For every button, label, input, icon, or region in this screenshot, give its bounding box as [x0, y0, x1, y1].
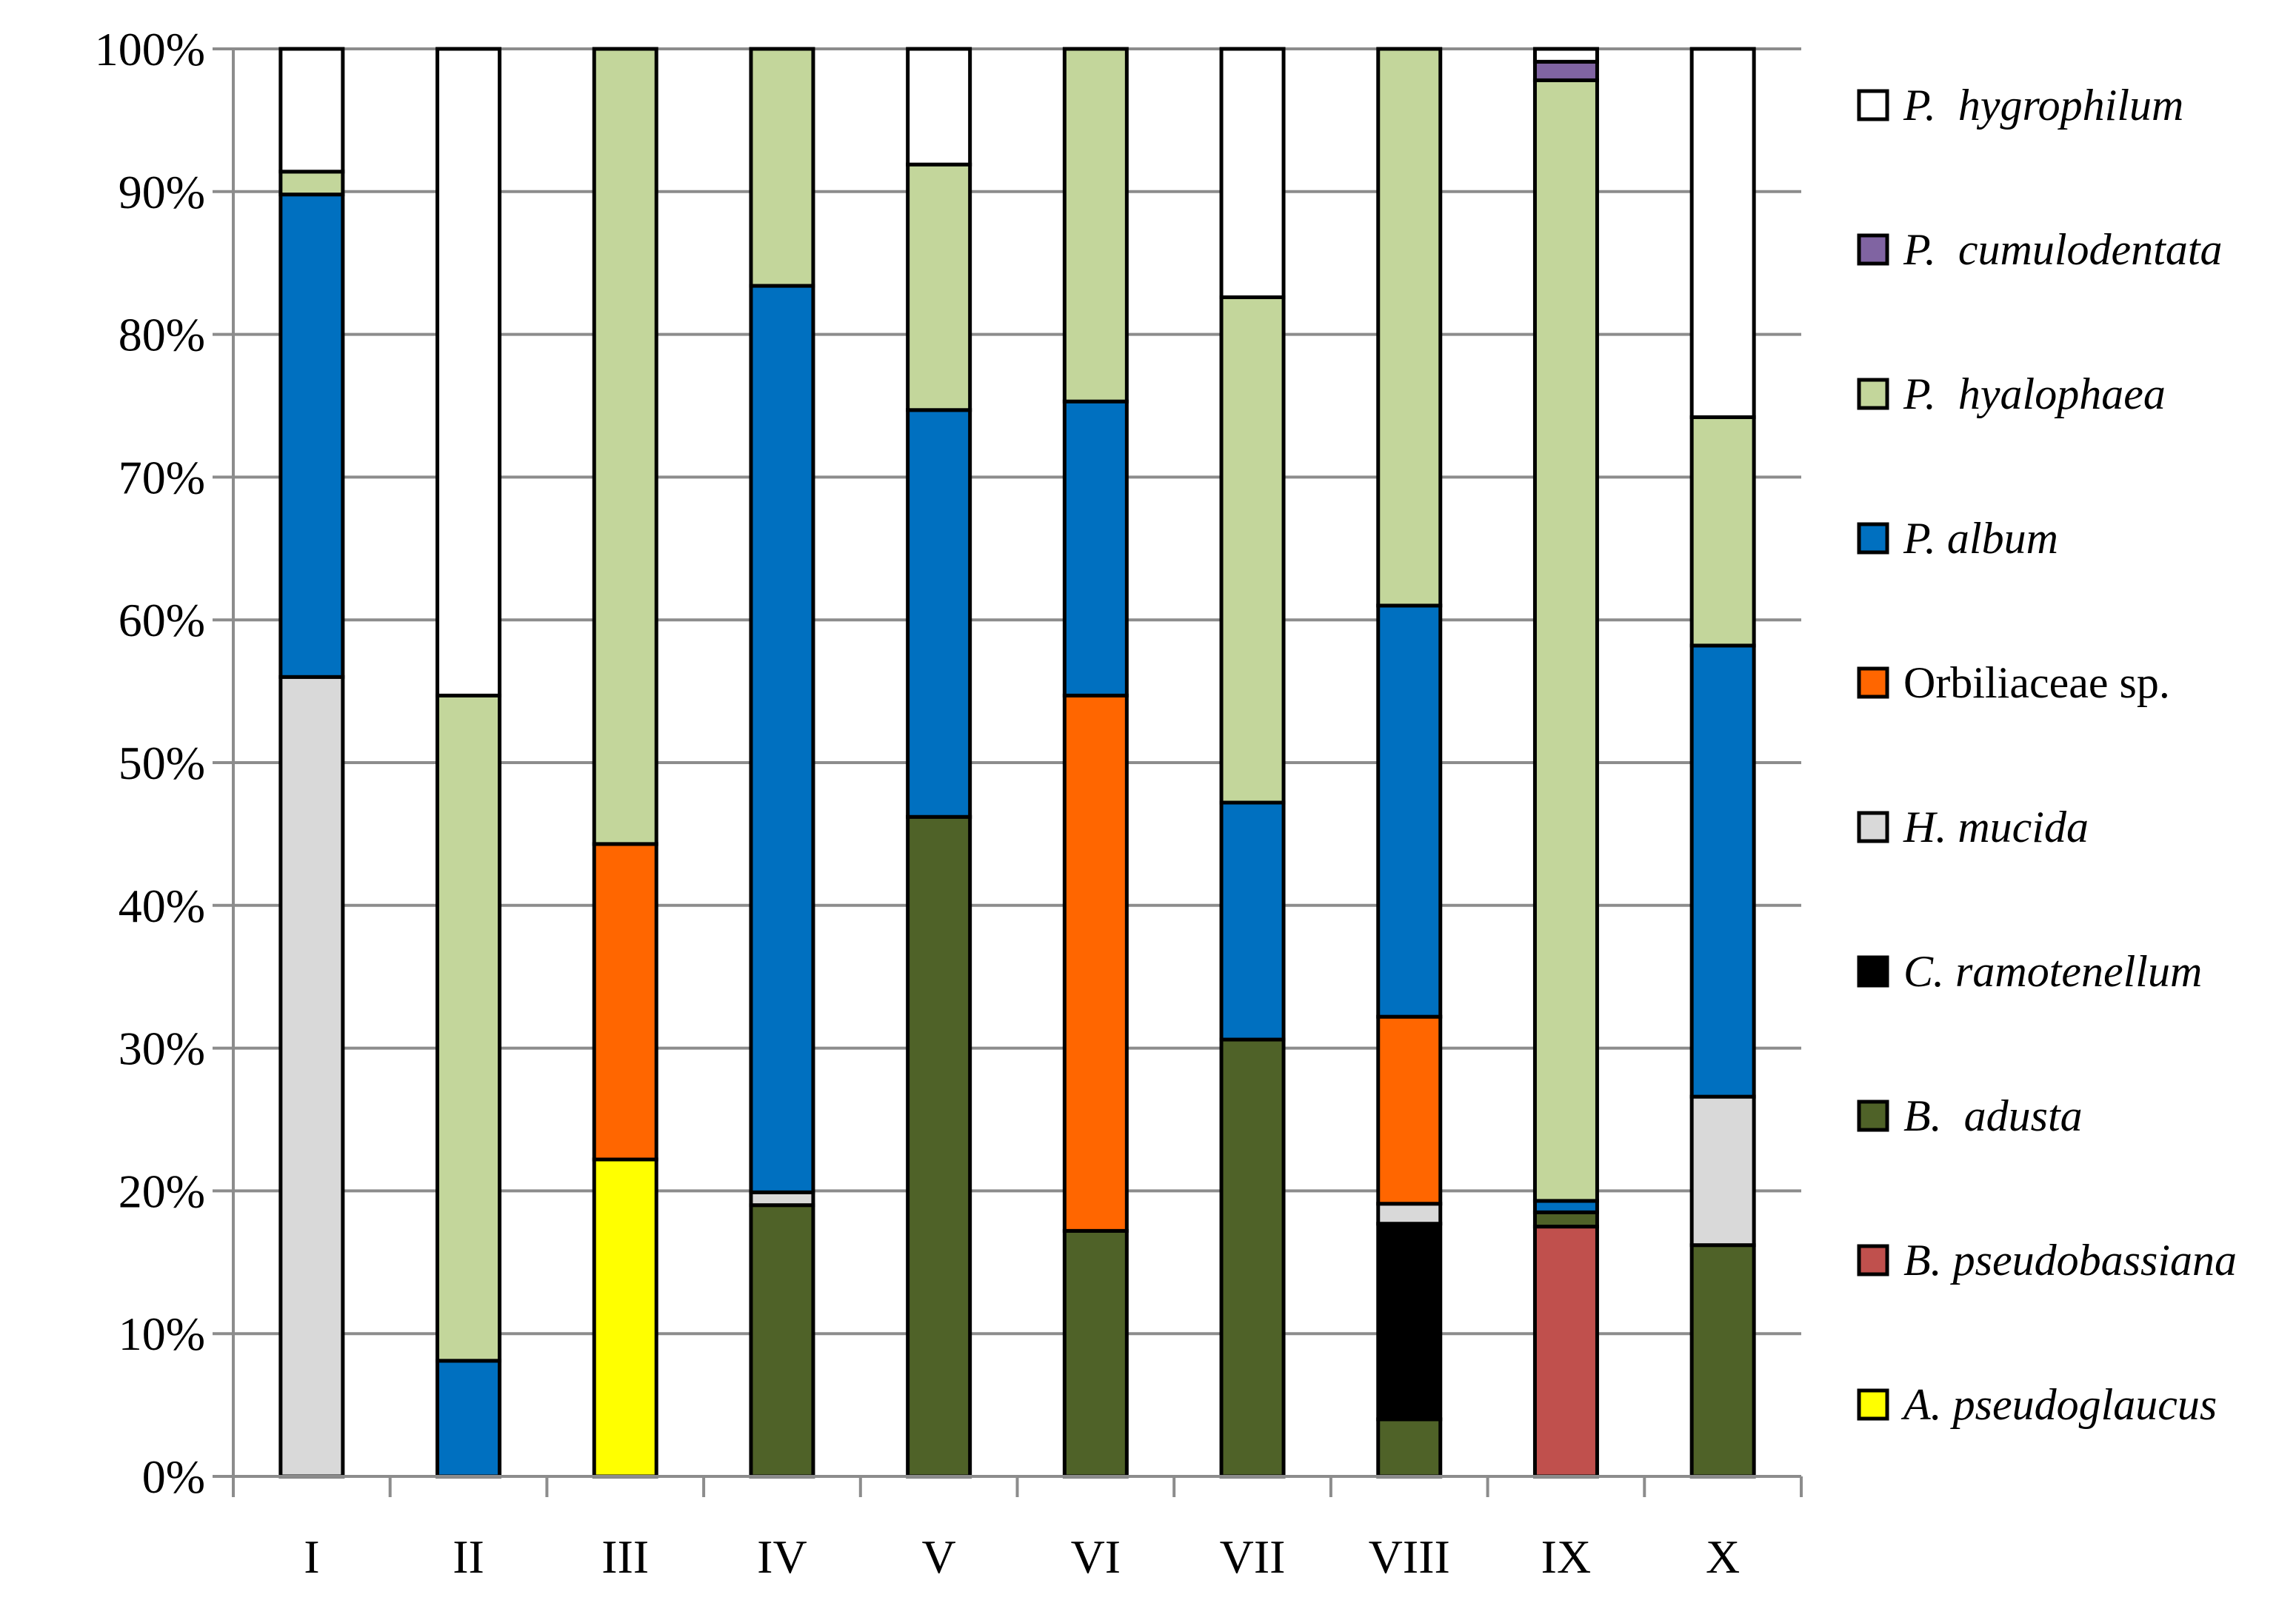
legend-label: P. hygrophilum — [1903, 81, 2183, 130]
y-tick-label: 50% — [119, 737, 205, 789]
x-tick-label: VII — [1220, 1530, 1286, 1583]
bar-segment — [1219, 47, 1286, 299]
bar-segment — [906, 814, 972, 1479]
y-tick-label: 60% — [119, 594, 205, 646]
x-tick-label: I — [304, 1530, 319, 1583]
y-tick-label: 10% — [119, 1308, 205, 1360]
bar-segment — [1376, 1222, 1443, 1422]
bar-segment — [1062, 399, 1129, 697]
x-tick-label: VI — [1071, 1530, 1121, 1583]
y-tick-label: 0% — [142, 1450, 205, 1503]
bar-segment — [1219, 1037, 1286, 1479]
legend-label: A. pseudoglaucus — [1900, 1380, 2217, 1429]
legend-label: B. pseudobassiana — [1903, 1236, 2237, 1285]
bar-segment — [1062, 693, 1129, 1233]
tick-labels: 0%10%20%30%40%50%60%70%80%90%100%I II III I… — [95, 23, 1741, 1583]
bar-segment — [749, 284, 815, 1194]
bar-segment — [278, 193, 345, 679]
legend-swatch — [1857, 233, 1889, 266]
bar-segment — [1689, 1094, 1756, 1248]
x-tick-label: IX — [1541, 1530, 1592, 1583]
legend-swatch — [1857, 378, 1889, 410]
bar-segment — [1689, 1243, 1756, 1479]
bar-segment — [749, 1190, 815, 1208]
bar-segment — [435, 47, 502, 697]
bar-segment — [278, 47, 345, 174]
bar-segment — [592, 1157, 658, 1479]
bar-segment — [435, 1359, 502, 1479]
bar-segment — [1689, 643, 1756, 1099]
y-tick-label: 40% — [119, 880, 205, 932]
bar-segment — [1376, 603, 1443, 1019]
x-tick-label: III — [601, 1530, 649, 1583]
y-tick-label: 30% — [119, 1023, 205, 1075]
legend-label: C. ramotenellum — [1903, 947, 2202, 996]
bar-segment — [1532, 78, 1599, 1203]
x-tick-label: V — [922, 1530, 956, 1583]
bars — [278, 47, 1756, 1479]
legend-label: H. mucida — [1903, 803, 2089, 851]
x-tick-label: II — [453, 1530, 484, 1583]
bar-segment — [278, 170, 345, 197]
bar-segment — [1062, 1228, 1129, 1479]
legend-label: Orbiliaceae sp. — [1903, 658, 2170, 707]
bar-segment — [906, 408, 972, 819]
y-tick-label: 80% — [119, 309, 205, 361]
legend-swatch — [1857, 811, 1889, 843]
bar-segment — [1376, 1417, 1443, 1479]
bar-segment — [1376, 1202, 1443, 1226]
legend-swatch — [1857, 1388, 1889, 1421]
bar-segment — [1062, 47, 1129, 404]
bar-segment — [749, 47, 815, 288]
legend-swatch — [1857, 955, 1889, 988]
legend-label: P. album — [1903, 514, 2058, 563]
legend-swatch — [1857, 1244, 1889, 1276]
y-tick-label: 20% — [119, 1165, 205, 1217]
bar-segment — [1219, 295, 1286, 805]
bar-segment — [1376, 1014, 1443, 1206]
bar-segment — [1532, 1210, 1599, 1229]
bar-segment — [1532, 59, 1599, 82]
y-tick-label: 70% — [119, 451, 205, 503]
bar-segment — [1689, 47, 1756, 419]
y-tick-label: 100% — [95, 23, 205, 76]
bar-segment — [592, 47, 658, 846]
bar-segment — [592, 842, 658, 1162]
bar-segment — [1532, 1225, 1599, 1479]
bar-segment — [1532, 47, 1599, 64]
x-tick-label: IV — [757, 1530, 807, 1583]
legend-label: P. cumulodentata — [1903, 225, 2223, 274]
legend: P. hygrophilum P. cumulodentata P. hyaloph… — [1857, 81, 2237, 1429]
legend-swatch — [1857, 522, 1889, 555]
x-tick-label: X — [1706, 1530, 1740, 1583]
bar-segment — [1376, 47, 1443, 608]
legend-swatch — [1857, 1100, 1889, 1132]
bar-segment — [749, 1203, 815, 1479]
legend-swatch — [1857, 666, 1889, 699]
axes — [213, 47, 1803, 1497]
legend-label: P. hyalophaea — [1903, 369, 2166, 418]
x-tick-label: VIII — [1369, 1530, 1450, 1583]
bar-segment — [1689, 415, 1756, 648]
bar-segment — [906, 162, 972, 412]
bar-segment — [278, 675, 345, 1479]
bar-segment — [435, 693, 502, 1363]
y-tick-label: 90% — [119, 166, 205, 218]
legend-swatch — [1857, 89, 1889, 121]
bar-segment — [1219, 800, 1286, 1042]
legend-label: B. adusta — [1903, 1091, 2083, 1140]
bar-segment — [906, 47, 972, 167]
